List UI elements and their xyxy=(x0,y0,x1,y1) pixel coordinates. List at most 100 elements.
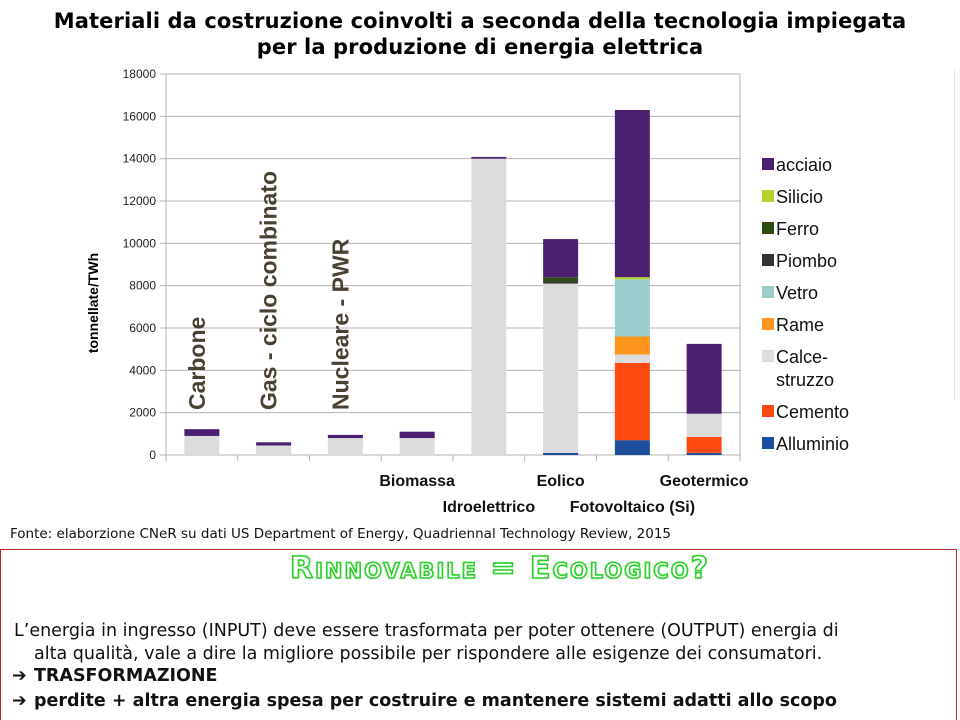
gridlines xyxy=(160,73,740,456)
y-tick-label: 18000 xyxy=(123,67,157,81)
legend-swatch xyxy=(762,318,774,330)
y-tick-label: 6000 xyxy=(129,321,156,335)
y-tick-label: 8000 xyxy=(129,279,156,293)
category-label: Gas - ciclo combinato xyxy=(256,171,282,410)
bar-segment xyxy=(543,283,579,453)
bar-segment xyxy=(614,440,650,455)
bar-segment xyxy=(399,431,435,439)
category-label: Biomassa xyxy=(379,473,455,490)
bar-segment xyxy=(543,239,579,278)
bar-segment xyxy=(184,435,220,455)
bar-stack xyxy=(184,429,220,455)
legend-label: Vetro xyxy=(776,283,818,303)
legend-swatch xyxy=(762,190,774,202)
legend-label: Rame xyxy=(776,315,824,335)
legend-item: Piombo xyxy=(762,251,837,271)
bar-segment xyxy=(614,362,650,441)
legend-swatch xyxy=(762,405,774,417)
bar-stack xyxy=(471,156,507,455)
chart-title: Materiali da costruzione coinvolti a sec… xyxy=(0,8,960,60)
legend-swatch xyxy=(762,158,774,170)
bar-segment xyxy=(543,281,579,284)
paragraph-line-2: alta qualità, vale a dire la migliore po… xyxy=(34,644,823,664)
legend-swatch xyxy=(762,286,774,298)
slogan-heading: Rinnovabile = Ecologico? xyxy=(289,550,710,587)
category-label: Nucleare - PWR xyxy=(327,238,353,410)
legend-item: Silicio xyxy=(762,187,823,207)
y-tick-label: 10000 xyxy=(123,236,157,250)
bar-segment xyxy=(471,156,507,159)
bar-segment xyxy=(327,434,363,439)
bar-segment xyxy=(471,158,507,455)
source-note: Fonte: elaborzione CNeR su dati US Depar… xyxy=(10,526,672,542)
bar-stack xyxy=(256,442,292,455)
legend-label: Piombo xyxy=(776,251,837,271)
legend-item: Alluminio xyxy=(762,434,849,454)
category-labels: Carbone Gas - ciclo combinato Nucleare - P… xyxy=(184,171,749,516)
legend-item: Rame xyxy=(762,315,824,335)
category-label: Idroelettrico xyxy=(443,499,536,516)
bar-segment xyxy=(614,109,650,278)
chart-title-line-1: Materiali da costruzione coinvolti a sec… xyxy=(53,9,907,33)
y-tick-label: 2000 xyxy=(129,406,156,420)
legend-item: Calce-struzzo xyxy=(762,347,834,390)
legend-item: acciaio xyxy=(762,155,832,175)
bar-stack xyxy=(327,434,363,455)
legend-swatch xyxy=(762,350,774,362)
legend-label: acciaio xyxy=(776,155,832,175)
text-panel xyxy=(0,549,957,720)
legend-label: Calce- xyxy=(776,347,828,367)
legend-swatch xyxy=(762,222,774,234)
y-tick-label: 4000 xyxy=(129,363,156,377)
bullet-transformation: ➔ TRASFORMAZIONE xyxy=(12,666,218,686)
legend: acciaio Silicio Ferro Piombo Vetro Rame Calce-… xyxy=(762,155,849,454)
bar-stack xyxy=(399,431,435,455)
bar-stacks xyxy=(184,109,722,455)
category-label: Fotovoltaico (Si) xyxy=(570,499,695,516)
legend-item: Cemento xyxy=(762,402,849,422)
legend-swatch xyxy=(762,254,774,266)
bar-segment xyxy=(614,336,650,355)
paragraph-line-1: L’energia in ingresso (INPUT) deve esser… xyxy=(14,621,839,641)
bar-segment xyxy=(614,277,650,280)
paragraph: L’energia in ingresso (INPUT) deve esser… xyxy=(14,620,960,666)
bar-segment xyxy=(686,437,722,453)
stacked-bar-chart: 0 2000 4000 6000 8000 10000 12000 14000 16000 180… xyxy=(85,67,849,516)
bar-segment xyxy=(543,452,579,455)
y-tick-label: 0 xyxy=(149,448,156,462)
legend-item: Vetro xyxy=(762,283,818,303)
legend-item: Ferro xyxy=(762,219,819,239)
y-tick-label: 12000 xyxy=(123,194,157,208)
bar-segment xyxy=(543,277,579,282)
bar-segment xyxy=(686,343,722,414)
bar-stack xyxy=(686,343,722,455)
legend-label: Cemento xyxy=(776,402,849,422)
y-tick-label: 14000 xyxy=(123,152,157,166)
slide-edge xyxy=(954,70,960,400)
bullet-text: TRASFORMAZIONE xyxy=(34,666,218,686)
bar-segment xyxy=(614,279,650,337)
legend-label: struzzo xyxy=(776,370,834,390)
bar-segment xyxy=(686,413,722,438)
legend-label: Ferro xyxy=(776,219,819,239)
y-tick-labels: 0 2000 4000 6000 8000 10000 12000 14000 16000 180… xyxy=(123,67,157,462)
bar-segment xyxy=(686,452,722,455)
bar-stack xyxy=(614,109,650,455)
bar-segment xyxy=(184,429,220,436)
y-tick-label: 16000 xyxy=(123,109,157,123)
bar-stack xyxy=(543,239,579,455)
legend-label: Alluminio xyxy=(776,434,849,454)
arrow-icon: ➔ xyxy=(12,666,27,686)
legend-label: Silicio xyxy=(776,187,823,207)
bar-segment xyxy=(399,438,435,455)
bullet-text: perdite + altra energia spesa per costru… xyxy=(34,691,837,711)
category-label: Eolico xyxy=(537,473,585,490)
axes xyxy=(165,74,741,461)
bar-segment xyxy=(327,438,363,455)
category-label: Carbone xyxy=(184,317,210,410)
y-axis-label: tonnellate/TWh xyxy=(85,253,101,353)
bar-segment xyxy=(256,442,292,446)
category-label: Geotermico xyxy=(660,473,749,490)
bar-segment xyxy=(614,354,650,363)
bullet-losses: ➔ perdite + altra energia spesa per costr… xyxy=(12,691,837,711)
